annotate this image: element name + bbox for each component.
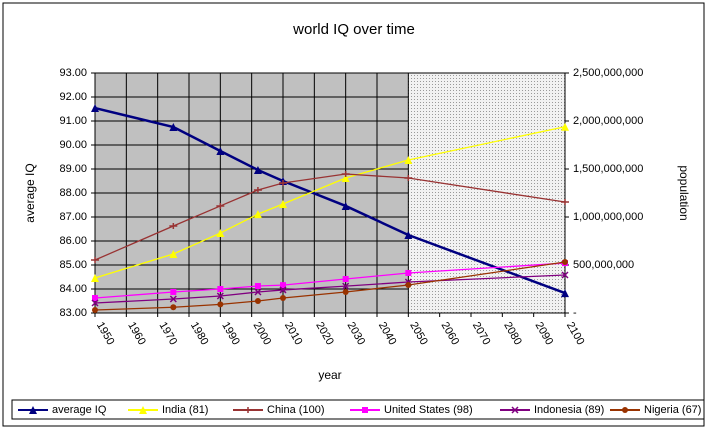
series-line [94,262,566,299]
forecast-area [408,73,565,313]
marker [216,229,225,238]
chart-title: world IQ over time [292,21,415,38]
marker [92,295,98,302]
marker [341,174,350,183]
marker [561,122,569,131]
series-line [94,173,566,261]
y-tick-label: 89.00 [59,163,87,175]
y-tick-label: 87.00 [59,211,87,223]
legend-label: Indonesia (89) [534,404,604,416]
marker [280,282,286,289]
marker [341,170,350,177]
y-tick-label: 83.00 [59,307,87,319]
y-tick-label: 92.00 [59,91,87,103]
y-axis-title: average IQ [23,163,37,222]
marker [622,407,628,413]
marker [404,155,413,164]
series [92,260,568,302]
y2-tick-label: 2,000,000,000 [573,115,643,127]
marker [244,407,252,413]
y2-axis-title: population [677,165,691,220]
marker [511,406,519,414]
y-tick-label: 93.00 [59,67,87,79]
series [91,104,569,298]
marker [217,301,224,308]
marker [29,406,37,414]
series-line [94,261,566,311]
y-tick-label: 88.00 [59,187,87,199]
series-line [94,106,566,295]
marker [562,259,568,266]
y-tick-label: 85.00 [59,259,87,271]
marker [216,202,225,209]
series [92,259,568,314]
marker [561,271,569,279]
y-tick-label: 86.00 [59,235,87,247]
marker [342,276,349,283]
marker [170,288,177,295]
marker [362,407,368,413]
marker [561,199,569,206]
series-line [94,126,566,279]
plot-frame [94,72,566,314]
x-axis-title: year [318,368,341,382]
marker [254,298,261,304]
y2-tick-label: 1,500,000,000 [573,163,643,175]
y2-tick-label: 500,000,000 [573,259,634,271]
y-tick-label: 84.00 [59,283,87,295]
marker [342,282,350,290]
marker [169,223,178,230]
marker [404,231,413,239]
series [91,122,569,282]
marker [91,299,99,307]
legend-label: United States (98) [384,404,473,416]
marker [216,147,225,155]
marker [170,304,177,311]
marker [341,201,350,210]
legend-label: Nigeria (67) [644,404,701,416]
y2-tick-label: 2,500,000,000 [573,67,643,79]
marker [92,307,98,314]
marker [279,200,287,209]
series [91,271,569,307]
marker [280,295,286,302]
marker [139,406,147,414]
marker [216,292,224,300]
marker [254,288,262,296]
marker [342,288,349,295]
marker [217,286,224,292]
marker [561,289,569,298]
marker [91,257,99,264]
marker [253,187,262,194]
legend-label: China (100) [267,404,324,416]
marker [253,165,262,174]
series [91,170,569,264]
legend-label: average IQ [52,404,107,416]
marker [279,286,287,294]
marker [279,180,287,187]
y-tick-label: 90.00 [59,139,87,151]
marker [169,295,177,303]
marker [169,249,178,258]
y2-tick-label: - [573,307,577,319]
marker [405,281,412,288]
marker [91,273,99,282]
marker [169,123,178,131]
marker [405,269,412,276]
y-tick-label: 91.00 [59,115,87,127]
marker [253,210,262,219]
marker [91,104,99,113]
marker [254,283,261,290]
marker [404,175,413,182]
legend-label: India (81) [162,404,208,416]
series-line [94,274,566,304]
y2-tick-label: 1,000,000,000 [573,211,643,223]
